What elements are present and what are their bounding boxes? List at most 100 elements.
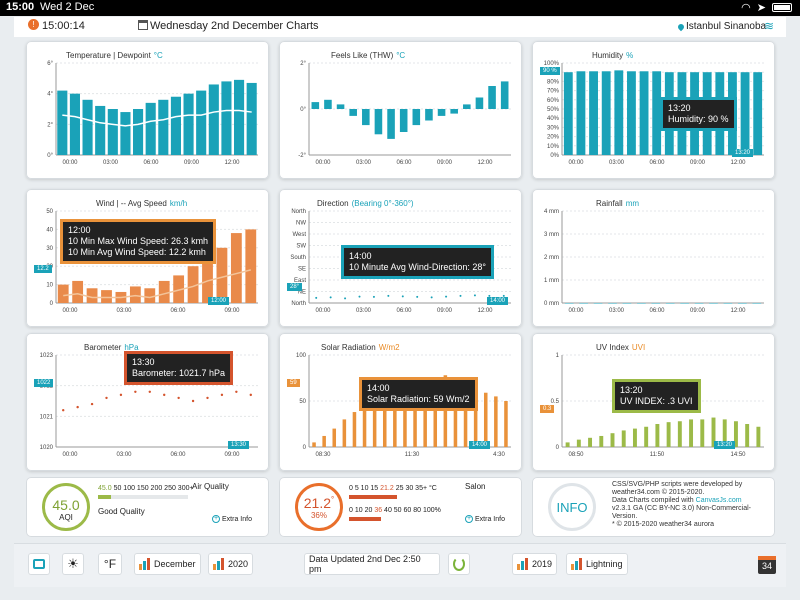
y-tick-label: 80%	[547, 79, 560, 85]
aqi-quality-text: Good Quality	[98, 507, 145, 516]
bar	[655, 424, 660, 447]
pressure-point	[105, 396, 108, 400]
bar	[589, 71, 598, 155]
y-tick-label: 1021	[40, 414, 54, 420]
bar	[622, 303, 632, 304]
salon-temp-scale: 0 5 10 15 21.2 25 30 35+ °C	[349, 485, 437, 492]
aqi-bar	[98, 495, 188, 499]
battery-icon	[772, 3, 792, 12]
bar	[599, 435, 604, 447]
air-extra-info-button[interactable]: + Extra Info	[212, 515, 252, 523]
dashboard-button[interactable]	[28, 553, 50, 575]
bar	[425, 109, 433, 121]
year-2019-button[interactable]: 2019	[512, 553, 558, 575]
bar	[475, 97, 484, 109]
weather34-brand-icon[interactable]: 34	[758, 556, 776, 574]
refresh-button[interactable]	[448, 553, 470, 575]
bar	[133, 109, 144, 155]
rainfall-chart: 4 mm 3 mm 2 mm 1 mm 0 mm 00:00 03:00 06:00 09:00…	[544, 209, 764, 314]
direction-point	[502, 294, 505, 297]
x-tick-label: 03:00	[356, 308, 372, 314]
bar	[677, 421, 682, 447]
salon-gauge: 21.2° 36%	[295, 483, 343, 531]
humidity-panel[interactable]: Humidity%100%90%80%70%60%50%40%30%20%10%…	[532, 41, 775, 179]
direction-point	[488, 294, 491, 297]
y-tick-label: 60%	[547, 98, 560, 104]
temperature-panel[interactable]: Temperature | Dewpoint °C 6° 4° 2° 0° 00:00 03:…	[26, 41, 269, 179]
current-time-tag: 13:30	[228, 441, 250, 449]
month-chart-button[interactable]: December	[134, 553, 201, 575]
lightning-button[interactable]: Lightning	[566, 553, 628, 575]
bar	[637, 303, 646, 304]
bar	[158, 280, 170, 303]
y-tick-label: 1020	[40, 445, 54, 451]
info-button[interactable]: INFO	[548, 483, 596, 531]
y-tick-label: 0.5	[551, 399, 560, 405]
y-tick-label: NE	[298, 290, 306, 296]
aqi-value: 45.0	[52, 497, 80, 513]
bar	[450, 109, 458, 114]
refresh-icon	[453, 557, 465, 571]
bar	[700, 419, 705, 447]
year2-label: 2019	[532, 559, 553, 569]
y-tick-label: 10	[46, 283, 53, 289]
bar	[72, 280, 84, 303]
panel-unit: W/m2	[378, 343, 400, 352]
feels-chart: 2° 0° -2° 00:00 03:00 06:00 09:00 12:00	[298, 61, 511, 166]
y-tick-label: 1	[556, 353, 560, 359]
panel-unit: UVI	[631, 343, 646, 352]
direction-panel[interactable]: Direction (Bearing 0°-360°) North NW West SW S…	[279, 189, 522, 327]
salon-card: 21.2° 36% 0 5 10 15 21.2 25 30 35+ °C 0 …	[279, 477, 522, 537]
bottom-toolbar: ☀ °F December 2020 Data Updated 2nd Dec …	[14, 543, 786, 587]
wind-panel[interactable]: Wind | -- Avg Speedkm/h5040302010000:000…	[26, 189, 269, 327]
bar	[632, 428, 637, 447]
direction-chart: North NW West SW South SE East NE North 00:00 03:0…	[290, 209, 511, 314]
salon-extra-info-button[interactable]: + Extra Info	[465, 515, 505, 523]
x-tick-label: 00:00	[315, 308, 331, 314]
bar	[621, 430, 626, 447]
rainfall-panel[interactable]: Rainfall mm 4 mm 3 mm 2 mm 1 mm 0 mm 00:00 03:00…	[532, 189, 775, 327]
x-tick-label: 11:30	[405, 452, 420, 458]
location[interactable]: Istanbul Sinanoba	[676, 21, 766, 32]
bar	[627, 71, 636, 155]
feels-panel[interactable]: Feels Like (THW) °C 2° 0° -2° 00:00 03:00 06:00…	[279, 41, 522, 179]
weather34-logo-icon[interactable]: !	[28, 19, 39, 30]
solar-panel[interactable]: Solar Radiation W/m2 100 50 0 08:30 11:30 4:30 5…	[279, 333, 522, 471]
x-tick-label: 12:00	[477, 160, 493, 166]
direction-point	[329, 296, 332, 299]
theme-toggle-button[interactable]: ☀	[62, 553, 84, 575]
bar	[564, 303, 574, 304]
avg-wind-line	[63, 269, 251, 299]
bar	[196, 90, 207, 155]
y-tick-label: West	[292, 232, 306, 238]
uv-panel[interactable]: UV Index UVI 1 0.5 0 08:50 11:50 14:50 0.3 13:20 1…	[532, 333, 775, 471]
bar	[170, 96, 181, 155]
wifi-icon: ≋	[764, 19, 775, 33]
panel-title-text: Wind | -- Avg Speed	[96, 199, 167, 208]
year-chart-button[interactable]: 2020	[208, 553, 254, 575]
solar-tooltip: 14:00 Solar Radiation: 59 Wm/2	[359, 377, 478, 411]
bar	[576, 71, 586, 155]
bar-chart-icon	[517, 558, 528, 570]
bar	[322, 435, 326, 447]
bar	[202, 255, 213, 303]
y-tick-label: 0 mm	[544, 301, 559, 307]
direction-point	[387, 294, 390, 297]
pressure-point	[76, 405, 79, 409]
header-bar: ! 15:00:14 Wednesday 2nd December Charts…	[14, 17, 786, 37]
x-tick-label: 00:00	[62, 160, 78, 166]
credits-text: CSS/SVG/PHP scripts were developed by we…	[612, 481, 751, 529]
bar	[332, 428, 337, 447]
bar	[362, 109, 370, 126]
bar	[183, 93, 194, 155]
panel-title-text: UV Index	[596, 343, 629, 352]
panel-unit: °C	[396, 51, 406, 60]
canvasjs-link[interactable]: CanvasJs.com	[695, 497, 742, 504]
salon-temp-bar	[349, 495, 397, 499]
wifi-status-icon: ◠	[741, 2, 751, 14]
unit-toggle-button[interactable]: °F	[98, 553, 122, 575]
aqi-scale-current: 45.0	[98, 485, 112, 492]
y-tick-label: SW	[296, 244, 306, 250]
y-tick-label: 100%	[544, 61, 560, 67]
